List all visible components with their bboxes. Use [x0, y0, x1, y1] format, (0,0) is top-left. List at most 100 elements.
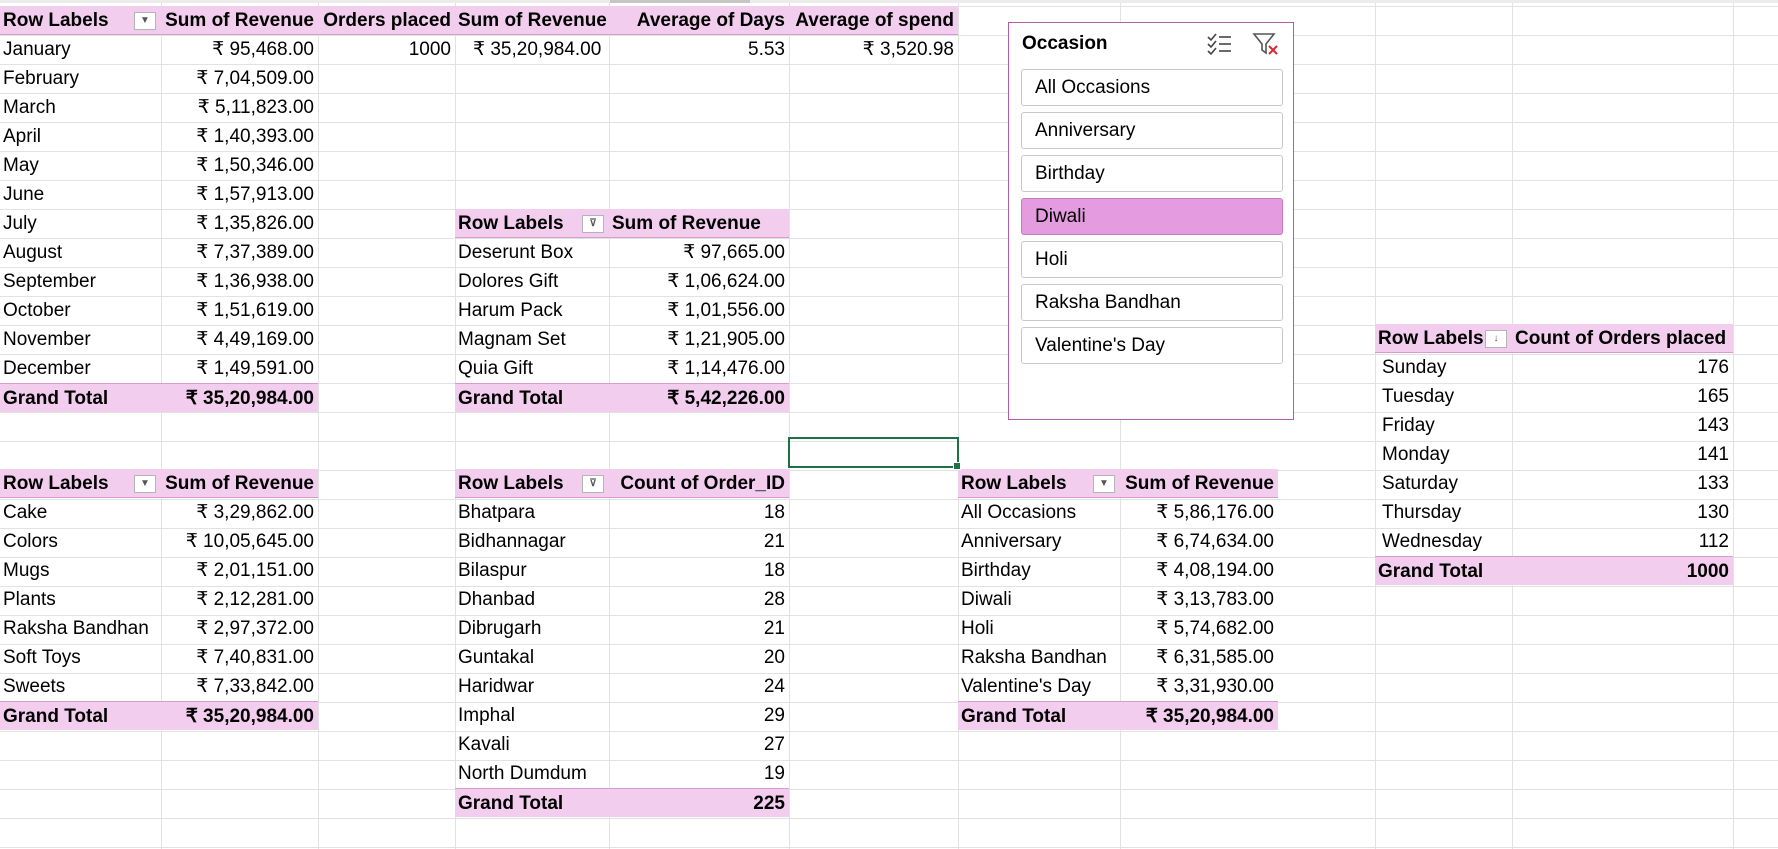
filter-applied-icon[interactable]: ⊽: [582, 475, 604, 493]
row-label[interactable]: Cake: [3, 502, 48, 523]
filter-dropdown-icon[interactable]: ▼: [134, 12, 156, 30]
grand-total-label[interactable]: Grand Total: [455, 383, 609, 412]
row-value[interactable]: 130: [1697, 502, 1729, 523]
row-value[interactable]: 176: [1697, 357, 1729, 378]
row-label[interactable]: January: [3, 39, 71, 60]
row-label[interactable]: Sunday: [1382, 357, 1447, 378]
row-value[interactable]: 20: [763, 647, 785, 668]
row-value[interactable]: ₹ 1,01,556.00: [667, 300, 785, 321]
row-value[interactable]: ₹ 3,31,930.00: [1156, 676, 1274, 697]
row-value[interactable]: ₹ 6,74,634.00: [1156, 531, 1274, 552]
row-labels-header[interactable]: Row Labels ▼: [0, 6, 161, 35]
row-labels-header[interactable]: Row Labels ↓: [1375, 324, 1512, 353]
row-label[interactable]: February: [3, 68, 80, 89]
row-value[interactable]: ₹ 4,08,194.00: [1156, 560, 1274, 581]
row-value[interactable]: 112: [1698, 531, 1729, 552]
row-label[interactable]: Monday: [1382, 444, 1450, 465]
row-label[interactable]: October: [3, 300, 71, 321]
row-label[interactable]: North Dumdum: [458, 763, 587, 784]
row-label[interactable]: Imphal: [458, 705, 516, 726]
row-value[interactable]: ₹ 10,05,645.00: [185, 531, 314, 552]
row-label[interactable]: September: [3, 271, 96, 292]
row-label[interactable]: Guntakal: [458, 647, 535, 668]
row-value[interactable]: ₹ 1,57,913.00: [196, 184, 314, 205]
row-value[interactable]: ₹ 7,40,831.00: [196, 647, 314, 668]
row-label[interactable]: Tuesday: [1382, 386, 1455, 407]
multi-select-icon[interactable]: [1205, 31, 1233, 57]
grand-total-value[interactable]: 1000: [1512, 556, 1733, 585]
row-label[interactable]: Soft Toys: [3, 647, 81, 668]
row-value[interactable]: ₹ 1,50,346.00: [196, 155, 314, 176]
row-label[interactable]: Wednesday: [1382, 531, 1482, 552]
row-label[interactable]: Anniversary: [961, 531, 1062, 552]
row-value[interactable]: 19: [763, 763, 785, 784]
row-label[interactable]: Thursday: [1382, 502, 1462, 523]
row-value[interactable]: ₹ 7,04,509.00: [196, 68, 314, 89]
row-labels-header[interactable]: Row Labels ▼: [0, 469, 161, 498]
grand-total-label[interactable]: Grand Total: [958, 701, 1120, 730]
row-value[interactable]: 29: [763, 705, 785, 726]
row-value[interactable]: ₹ 1,51,619.00: [196, 300, 314, 321]
row-value[interactable]: 141: [1697, 444, 1729, 465]
slicer-item[interactable]: Holi: [1021, 241, 1283, 278]
row-label[interactable]: Magnam Set: [458, 329, 566, 350]
row-value[interactable]: 143: [1697, 415, 1729, 436]
row-label[interactable]: Raksha Bandhan: [3, 618, 149, 639]
row-value[interactable]: 18: [763, 502, 785, 523]
grand-total-value[interactable]: ₹ 5,42,226.00: [609, 383, 789, 412]
row-labels-header[interactable]: Row Labels ⊽: [455, 469, 609, 498]
row-value[interactable]: 165: [1697, 386, 1729, 407]
row-label[interactable]: Plants: [3, 589, 56, 610]
row-label[interactable]: March: [3, 97, 56, 118]
row-label[interactable]: Deserunt Box: [458, 242, 574, 263]
row-value[interactable]: 27: [763, 734, 785, 755]
filter-dropdown-icon[interactable]: ▼: [134, 475, 156, 493]
grand-total-value[interactable]: ₹ 35,20,984.00: [161, 701, 318, 730]
row-label[interactable]: Colors: [3, 531, 58, 552]
slicer-item[interactable]: Valentine's Day: [1021, 327, 1283, 364]
slicer-item[interactable]: All Occasions: [1021, 69, 1283, 106]
row-value[interactable]: ₹ 2,12,281.00: [196, 589, 314, 610]
row-value[interactable]: ₹ 7,37,389.00: [196, 242, 314, 263]
row-label[interactable]: Quia Gift: [458, 358, 533, 379]
row-label[interactable]: April: [3, 126, 42, 147]
row-label[interactable]: Diwali: [961, 589, 1012, 610]
row-label[interactable]: November: [3, 329, 91, 350]
row-value[interactable]: ₹ 2,01,151.00: [196, 560, 314, 581]
row-value[interactable]: 21: [763, 531, 785, 552]
row-label[interactable]: Sweets: [3, 676, 66, 697]
row-label[interactable]: May: [3, 155, 39, 176]
row-label[interactable]: July: [3, 213, 37, 234]
row-label[interactable]: Birthday: [961, 560, 1031, 581]
grand-total-label[interactable]: Grand Total: [455, 788, 609, 817]
row-label[interactable]: Friday: [1382, 415, 1435, 436]
row-label[interactable]: Bilaspur: [458, 560, 527, 581]
slicer-item[interactable]: Anniversary: [1021, 112, 1283, 149]
grand-total-label[interactable]: Grand Total: [1375, 556, 1512, 585]
row-value[interactable]: 21: [763, 618, 785, 639]
sort-descending-icon[interactable]: ↓: [1485, 330, 1507, 348]
row-value[interactable]: ₹ 7,33,842.00: [196, 676, 314, 697]
row-value[interactable]: ₹ 95,468.00: [212, 39, 314, 60]
filter-dropdown-icon[interactable]: ▼: [1093, 475, 1115, 493]
orders-placed-value[interactable]: 1000: [408, 39, 451, 60]
slicer-item[interactable]: Birthday: [1021, 155, 1283, 192]
row-label[interactable]: Raksha Bandhan: [961, 647, 1107, 668]
grand-total-label[interactable]: Grand Total: [0, 701, 161, 730]
row-value[interactable]: ₹ 1,21,905.00: [667, 329, 785, 350]
clear-filter-icon[interactable]: [1252, 31, 1280, 57]
row-labels-header[interactable]: Row Labels ▼: [958, 469, 1120, 498]
row-value[interactable]: 24: [763, 676, 785, 697]
row-label[interactable]: Harum Pack: [458, 300, 563, 321]
row-label[interactable]: Holi: [961, 618, 994, 639]
row-value[interactable]: 28: [763, 589, 785, 610]
row-label[interactable]: Mugs: [3, 560, 50, 581]
average-spend-value[interactable]: ₹ 3,520.98: [862, 39, 954, 60]
sum-revenue-value[interactable]: ₹ 35,20,984.00: [473, 39, 602, 60]
filter-applied-icon[interactable]: ⊽: [582, 215, 604, 233]
row-value[interactable]: ₹ 1,49,591.00: [196, 358, 314, 379]
row-value[interactable]: ₹ 3,13,783.00: [1156, 589, 1274, 610]
row-label[interactable]: Dolores Gift: [458, 271, 559, 292]
row-value[interactable]: ₹ 5,11,823.00: [197, 97, 314, 118]
